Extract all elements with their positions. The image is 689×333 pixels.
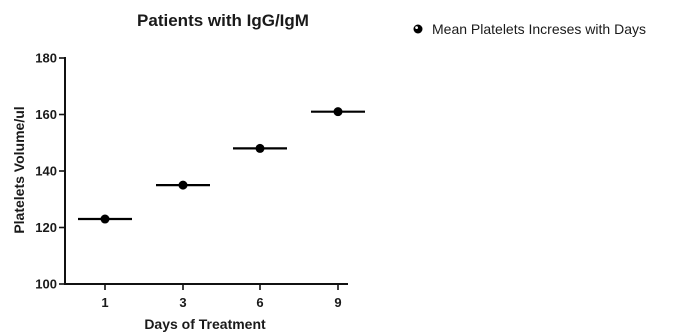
y-tick-label: 120 <box>35 220 57 235</box>
x-tick-label: 6 <box>256 295 263 310</box>
x-tick-label: 3 <box>179 295 186 310</box>
legend-marker-highlight <box>415 26 418 29</box>
data-marks <box>78 107 365 224</box>
y-axis-label: Platelets Volume/ul <box>11 106 27 233</box>
chart-title: Patients with IgG/IgM <box>137 11 309 30</box>
data-point <box>178 180 188 190</box>
x-axis-label: Days of Treatment <box>144 316 266 332</box>
y-ticks: 100 120 140 160 180 <box>35 51 65 292</box>
data-point <box>255 143 265 153</box>
y-tick-label: 100 <box>35 277 57 292</box>
x-tick-label: 1 <box>101 295 108 310</box>
legend-label: Mean Platelets Increses with Days <box>432 21 646 37</box>
data-point <box>333 107 343 117</box>
data-point <box>100 214 110 224</box>
y-tick-label: 180 <box>35 51 57 66</box>
legend: Mean Platelets Increses with Days <box>413 21 646 37</box>
x-ticks: 1 3 6 9 <box>101 284 342 310</box>
legend-marker <box>413 24 423 34</box>
x-tick-label: 9 <box>334 295 341 310</box>
y-tick-label: 160 <box>35 107 57 122</box>
y-tick-label: 140 <box>35 164 57 179</box>
